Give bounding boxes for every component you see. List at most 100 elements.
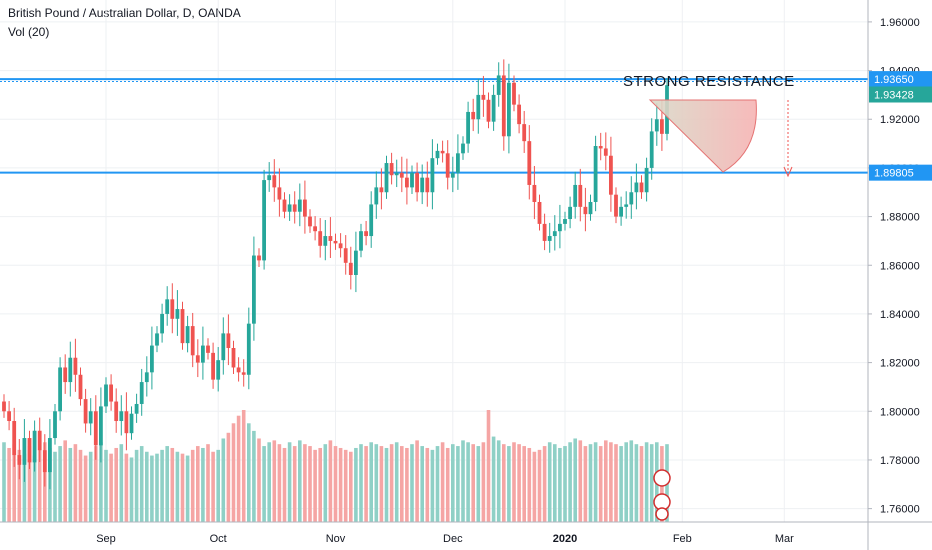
volume-bar	[155, 453, 159, 522]
volume-bar	[522, 446, 526, 522]
volume-bar	[629, 440, 634, 522]
candle	[27, 430, 32, 469]
candle-body	[644, 167, 649, 193]
volume-bar	[68, 447, 73, 522]
candle	[644, 157, 649, 202]
candle	[614, 187, 618, 224]
candle	[221, 317, 226, 375]
candle	[170, 283, 175, 334]
volume-bar	[400, 446, 404, 522]
projection-wedge	[648, 99, 757, 173]
candle	[104, 377, 108, 413]
volume-bar	[644, 442, 649, 522]
candle	[603, 132, 608, 171]
candle-body	[37, 430, 42, 451]
volume-bar	[471, 444, 475, 522]
volume-indicator-label[interactable]: Vol (20)	[8, 25, 50, 39]
candle	[12, 407, 17, 467]
volume-bar	[558, 447, 562, 522]
candle	[328, 217, 333, 259]
candle-body	[450, 172, 455, 178]
candle-body	[206, 345, 210, 353]
candle	[333, 233, 338, 250]
volume-bar	[338, 447, 343, 522]
candle-body	[42, 450, 47, 473]
candle-body	[654, 119, 659, 132]
volume-bar	[323, 444, 328, 522]
volume-bar	[328, 440, 333, 522]
price-tag: 1.93428	[869, 86, 932, 103]
candle-body	[405, 177, 409, 188]
volume-bar	[73, 444, 78, 522]
candle-body	[78, 374, 83, 400]
candle	[53, 403, 57, 445]
candle-body	[221, 333, 226, 361]
strong-resistance-label: STRONG RESISTANCE	[623, 73, 795, 90]
volume-bar	[292, 446, 297, 522]
candle	[359, 223, 363, 258]
candle	[568, 196, 572, 229]
candle	[17, 439, 22, 480]
candle	[73, 338, 78, 392]
candle-body	[471, 111, 476, 120]
volume-bar	[466, 442, 470, 522]
candle-body	[114, 401, 119, 422]
volume-bar	[109, 453, 113, 522]
volume-bar	[277, 444, 282, 522]
candle-body	[134, 403, 139, 414]
candle	[211, 342, 215, 389]
candle	[99, 387, 103, 463]
volume-bar	[481, 442, 486, 522]
volume-bar	[389, 444, 394, 522]
volume-bar	[267, 442, 271, 522]
candle-body	[440, 150, 445, 154]
projection-arrow-head	[783, 166, 793, 178]
volume-bar	[445, 447, 450, 522]
volume-bar	[354, 447, 358, 522]
candle	[624, 191, 629, 219]
candle	[649, 118, 654, 180]
candle	[226, 314, 231, 366]
time-axis-label: Nov	[326, 533, 346, 545]
candle	[517, 94, 521, 134]
candle	[119, 395, 124, 436]
volume-bar	[150, 455, 154, 522]
volume-bar	[170, 447, 175, 522]
candle-body	[517, 104, 521, 125]
candle-body	[359, 231, 363, 251]
candle	[160, 303, 164, 343]
candle	[552, 215, 557, 251]
price-tick-label: 1.86000	[880, 260, 920, 272]
volume-bar	[639, 446, 644, 522]
candle	[93, 395, 98, 460]
candle	[303, 180, 307, 234]
candle-body	[262, 180, 266, 261]
price-tick-label: 1.96000	[880, 17, 920, 29]
candle-body	[491, 94, 496, 122]
candle	[231, 340, 236, 375]
candle	[461, 136, 465, 160]
volume-bar	[542, 446, 547, 522]
volume-bar	[185, 455, 190, 522]
candle	[405, 158, 409, 205]
candle-body	[144, 372, 149, 383]
candle	[491, 84, 496, 131]
candle-body	[297, 199, 302, 212]
volume-bar	[476, 446, 481, 522]
candle-body	[512, 82, 516, 105]
volume-bar	[139, 446, 144, 522]
volume-bar	[425, 447, 430, 522]
time-axis-label: Mar	[775, 533, 794, 545]
volume-bar	[124, 453, 129, 522]
candle-body	[435, 150, 440, 159]
candle	[522, 110, 527, 153]
time-axis[interactable]: Sep Oct Nov Dec 2020 Feb Mar	[0, 521, 932, 545]
volume-bar	[379, 446, 384, 522]
candle-body	[364, 231, 368, 237]
volume-bar	[343, 449, 348, 522]
candle	[578, 168, 583, 222]
candle	[420, 164, 425, 205]
drawings[interactable]: STRONG RESISTANCE	[623, 73, 795, 521]
volume-bar	[145, 451, 149, 522]
